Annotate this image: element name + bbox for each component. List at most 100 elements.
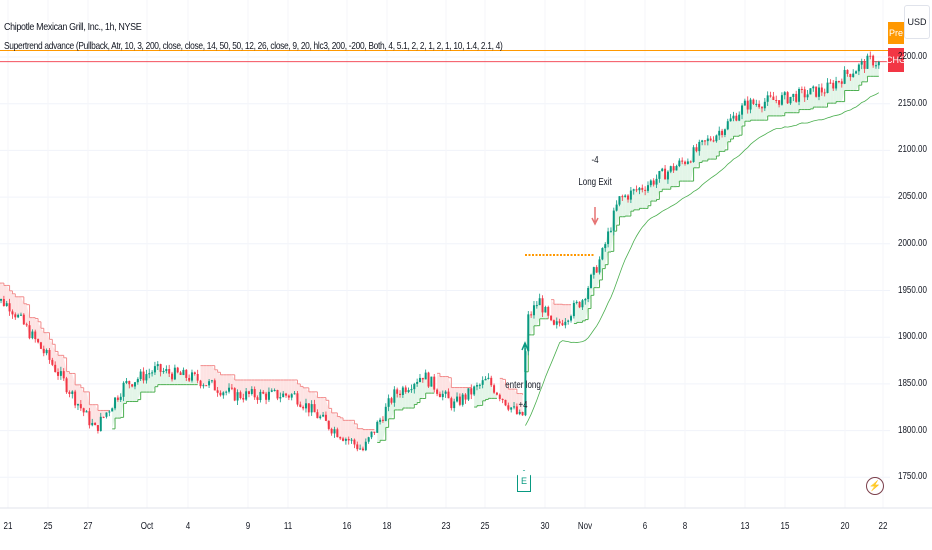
candle-body: [105, 412, 108, 417]
candle-body: [202, 385, 205, 387]
time-label: Nov: [577, 521, 593, 532]
candle-body: [860, 61, 863, 65]
candle-body: [872, 55, 875, 66]
supertrend-fill: [870, 55, 874, 77]
candle-body: [344, 438, 347, 441]
supertrend-fill: [759, 107, 762, 121]
candle-body: [658, 171, 661, 179]
candle-body: [247, 391, 250, 394]
candle-body: [746, 100, 749, 110]
time-label: 21: [3, 521, 13, 532]
candle-body: [703, 140, 706, 142]
indicator-legend[interactable]: Supertrend advance (Pullback, Atr, 10, 3…: [4, 40, 503, 52]
time-label: 18: [382, 521, 392, 532]
candle-body: [210, 380, 213, 382]
supertrend-fill: [177, 372, 181, 385]
candle-body: [664, 168, 667, 180]
candle-body: [57, 371, 60, 376]
candle-body: [114, 397, 117, 409]
supertrend-fill: [485, 377, 489, 400]
supertrend-fill: [331, 412, 335, 434]
supertrend-fill: [408, 389, 412, 409]
symbol-title[interactable]: Chipotle Mexican Grill, Inc., 1h, NYSE: [4, 21, 142, 33]
candle-body: [236, 392, 239, 401]
candle-body: [518, 411, 521, 415]
candle-body: [589, 274, 592, 288]
candle-body: [743, 100, 746, 106]
candle-body: [735, 115, 738, 121]
supertrend-fill: [77, 384, 81, 409]
currency-button[interactable]: USD: [904, 5, 930, 39]
supertrend-fill: [850, 73, 854, 91]
supertrend-fill: [405, 389, 409, 409]
candle-body: [504, 399, 507, 406]
candle-body: [316, 412, 319, 419]
supertrend-fill: [813, 86, 817, 108]
candle-body: [498, 394, 501, 399]
supertrend-fill: [248, 379, 252, 394]
candle-body: [729, 118, 732, 122]
earnings-icon[interactable]: E: [517, 470, 531, 492]
candle-body: [706, 138, 709, 142]
candle-body: [173, 367, 176, 380]
time-label: 16: [342, 521, 352, 532]
supertrend-fill: [707, 138, 711, 160]
time-label: 6: [642, 521, 648, 532]
candle-body: [766, 95, 769, 102]
candle-body: [775, 99, 778, 101]
lightning-icon[interactable]: ⚡: [866, 477, 884, 495]
candle-body: [644, 189, 647, 191]
candle-body: [125, 380, 128, 383]
candle-body: [19, 314, 22, 316]
supertrend-fill: [92, 404, 96, 426]
candle-body: [632, 189, 635, 191]
candle-body: [458, 396, 461, 405]
supertrend-fill: [117, 396, 121, 419]
supertrend-fill: [380, 419, 383, 441]
supertrend-fill: [704, 138, 708, 161]
candle-body: [196, 374, 199, 381]
supertrend-fill: [260, 379, 264, 394]
candle-body: [339, 437, 342, 439]
supertrend-fill: [360, 428, 363, 451]
supertrend-fill: [733, 115, 737, 137]
candle-body: [179, 372, 182, 375]
price-label: 1850.00: [898, 377, 927, 389]
supertrend-fill: [58, 355, 61, 376]
candle-body: [148, 373, 151, 375]
candle-body: [464, 394, 467, 400]
supertrend-fill: [642, 189, 646, 209]
candle-body: [265, 393, 268, 400]
candle-body: [612, 210, 615, 231]
candle-body: [59, 371, 62, 376]
candle-body: [122, 382, 125, 397]
candle-body: [151, 372, 154, 374]
candle-body: [324, 414, 327, 421]
candle-body: [190, 372, 193, 381]
candle-body: [721, 130, 724, 135]
supertrend-fill: [103, 410, 107, 417]
candle-body: [555, 321, 558, 325]
candle-body: [877, 61, 880, 66]
supertrend-fill: [454, 387, 458, 402]
candle-body: [513, 406, 516, 408]
supertrend-fill: [209, 365, 212, 382]
candle-body: [376, 421, 379, 433]
candle-body: [399, 393, 402, 395]
supertrend-fill: [106, 410, 110, 413]
candle-body: [792, 93, 795, 97]
time-label: Oct: [140, 521, 154, 532]
supertrend-fill: [226, 374, 230, 392]
candle-body: [493, 385, 496, 393]
candle-body: [701, 140, 704, 142]
candle-body: [800, 89, 803, 91]
supertrend-fill: [157, 364, 161, 385]
supertrend-fill: [793, 93, 797, 113]
candle-body: [51, 359, 54, 365]
candle-body: [65, 378, 68, 393]
candle-body: [373, 431, 376, 433]
supertrend-fill: [257, 379, 261, 401]
candle-body: [128, 380, 131, 385]
candle-body: [239, 392, 242, 399]
